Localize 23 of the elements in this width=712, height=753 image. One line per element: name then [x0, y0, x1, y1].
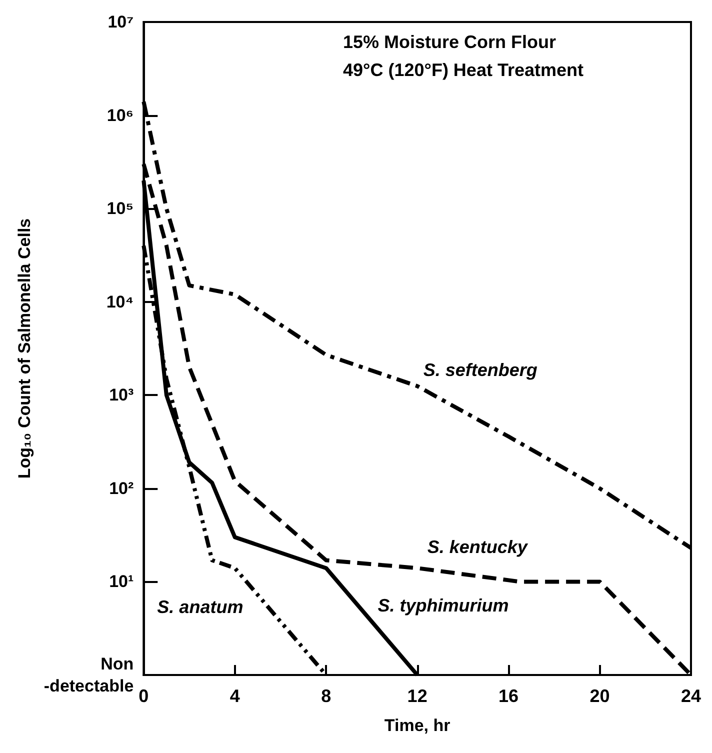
x-tick-label: 24: [680, 686, 702, 706]
text: 49°C (120°F) Heat Treatment: [343, 60, 584, 80]
y-tick-label: 10³: [109, 386, 134, 405]
x-tick-label: 16: [498, 686, 519, 706]
y-tick-label: Non -detectable: [44, 654, 134, 696]
x-tick-label: 20: [590, 686, 610, 706]
series-label: S. kentucky: [427, 537, 528, 558]
series-label: S. seftenberg: [423, 360, 538, 380]
series-label: S. typhimurium: [378, 596, 509, 616]
y-tick-label: 10⁶: [106, 106, 134, 125]
y-tick-label: 10⁵: [106, 199, 134, 218]
x-tick-label: 0: [138, 686, 149, 706]
y-tick-label: 10¹: [109, 572, 134, 592]
x-tick-label: 12: [407, 686, 428, 706]
x-axis-title: Time, hr: [384, 716, 451, 735]
y-tick-label: 10²: [109, 478, 134, 498]
x-tick-label: 8: [321, 686, 332, 706]
y-tick-label: 10⁴: [106, 292, 134, 312]
y-axis-title: Log₁₀ Count of Salmonella Cells: [15, 218, 34, 479]
x-tick-label: 4: [230, 686, 240, 706]
text: 15% Moisture Corn Flour: [343, 32, 556, 52]
series-label: S. anatum: [157, 596, 244, 617]
y-tick-label: 10⁷: [108, 12, 134, 32]
